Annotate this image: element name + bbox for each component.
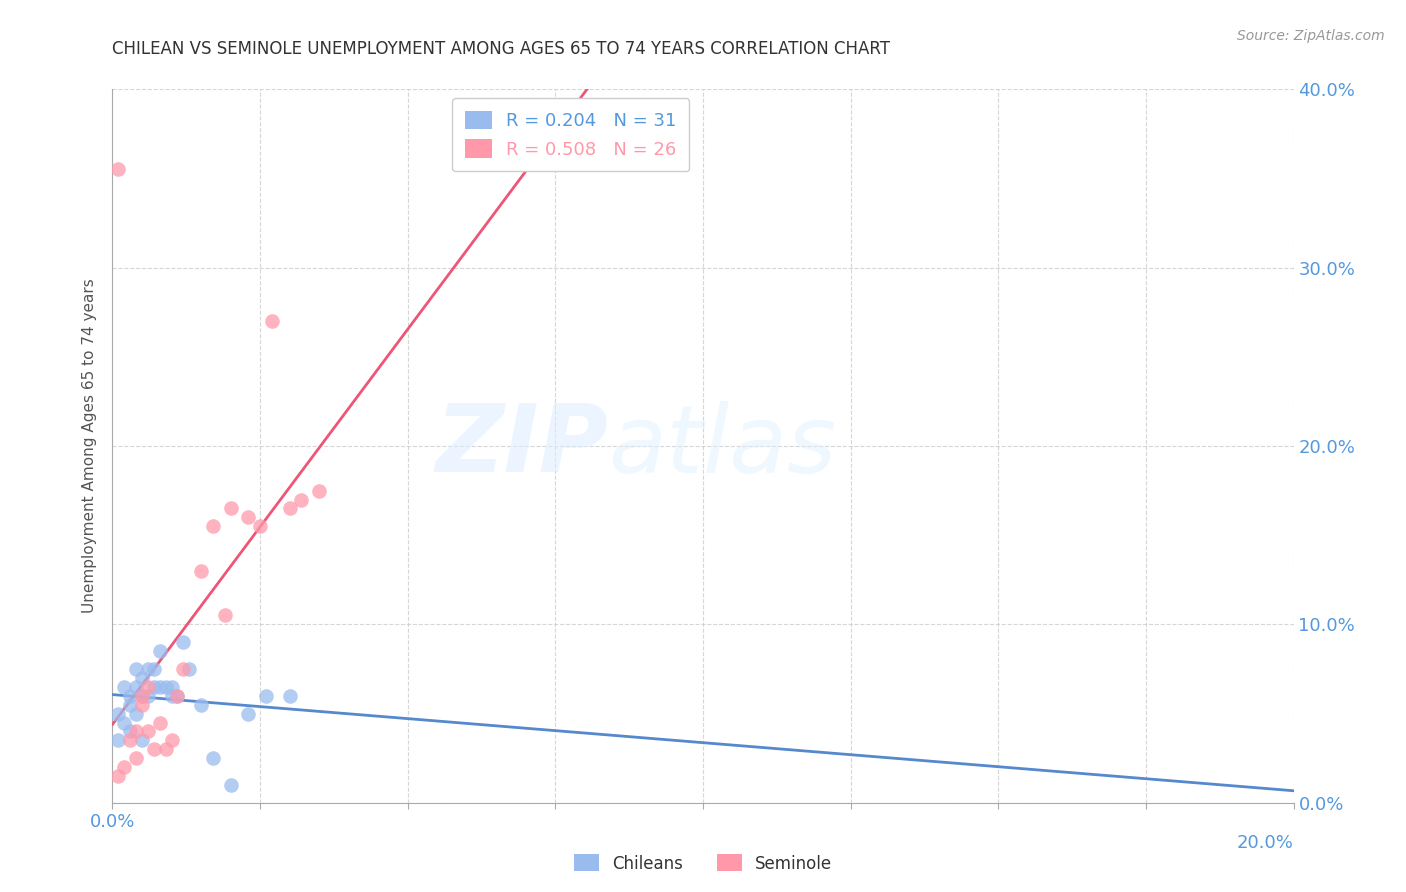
- Point: [201, 751, 224, 765]
- Point: [131, 671, 153, 685]
- Point: [160, 689, 183, 703]
- Legend: R = 0.204   N = 31, R = 0.508   N = 26: R = 0.204 N = 31, R = 0.508 N = 26: [453, 98, 689, 171]
- Point: [160, 733, 183, 747]
- Point: [142, 680, 165, 694]
- Y-axis label: Unemployment Among Ages 65 to 74 years: Unemployment Among Ages 65 to 74 years: [82, 278, 97, 614]
- Point: [166, 689, 188, 703]
- Point: [238, 706, 260, 721]
- Point: [136, 689, 159, 703]
- Point: [107, 733, 129, 747]
- Point: [179, 662, 201, 676]
- Point: [112, 715, 135, 730]
- Point: [260, 314, 283, 328]
- Point: [112, 760, 135, 774]
- Point: [219, 778, 242, 792]
- Point: [201, 519, 224, 533]
- Point: [125, 751, 148, 765]
- Point: [125, 662, 148, 676]
- Point: [190, 698, 212, 712]
- Point: [219, 501, 242, 516]
- Point: [308, 483, 330, 498]
- Text: 20.0%: 20.0%: [1237, 834, 1294, 852]
- Point: [107, 769, 129, 783]
- Point: [149, 680, 172, 694]
- Point: [155, 680, 177, 694]
- Point: [278, 501, 301, 516]
- Point: [125, 680, 148, 694]
- Point: [120, 698, 142, 712]
- Point: [172, 662, 194, 676]
- Point: [125, 706, 148, 721]
- Text: atlas: atlas: [609, 401, 837, 491]
- Point: [120, 689, 142, 703]
- Point: [120, 733, 142, 747]
- Point: [112, 680, 135, 694]
- Point: [278, 689, 301, 703]
- Point: [249, 519, 271, 533]
- Point: [254, 689, 277, 703]
- Text: Source: ZipAtlas.com: Source: ZipAtlas.com: [1237, 29, 1385, 43]
- Point: [149, 715, 172, 730]
- Point: [107, 162, 129, 177]
- Point: [142, 662, 165, 676]
- Point: [107, 706, 129, 721]
- Point: [190, 564, 212, 578]
- Point: [149, 644, 172, 658]
- Point: [166, 689, 188, 703]
- Point: [238, 510, 260, 524]
- Text: CHILEAN VS SEMINOLE UNEMPLOYMENT AMONG AGES 65 TO 74 YEARS CORRELATION CHART: CHILEAN VS SEMINOLE UNEMPLOYMENT AMONG A…: [112, 40, 890, 58]
- Point: [214, 608, 236, 623]
- Point: [155, 742, 177, 756]
- Point: [131, 689, 153, 703]
- Point: [131, 698, 153, 712]
- Point: [131, 689, 153, 703]
- Text: ZIP: ZIP: [436, 400, 609, 492]
- Point: [125, 724, 148, 739]
- Point: [290, 492, 312, 507]
- Point: [136, 662, 159, 676]
- Point: [142, 742, 165, 756]
- Legend: Chileans, Seminole: Chileans, Seminole: [568, 847, 838, 880]
- Point: [120, 724, 142, 739]
- Point: [160, 680, 183, 694]
- Point: [136, 680, 159, 694]
- Point: [136, 724, 159, 739]
- Point: [172, 635, 194, 649]
- Point: [131, 733, 153, 747]
